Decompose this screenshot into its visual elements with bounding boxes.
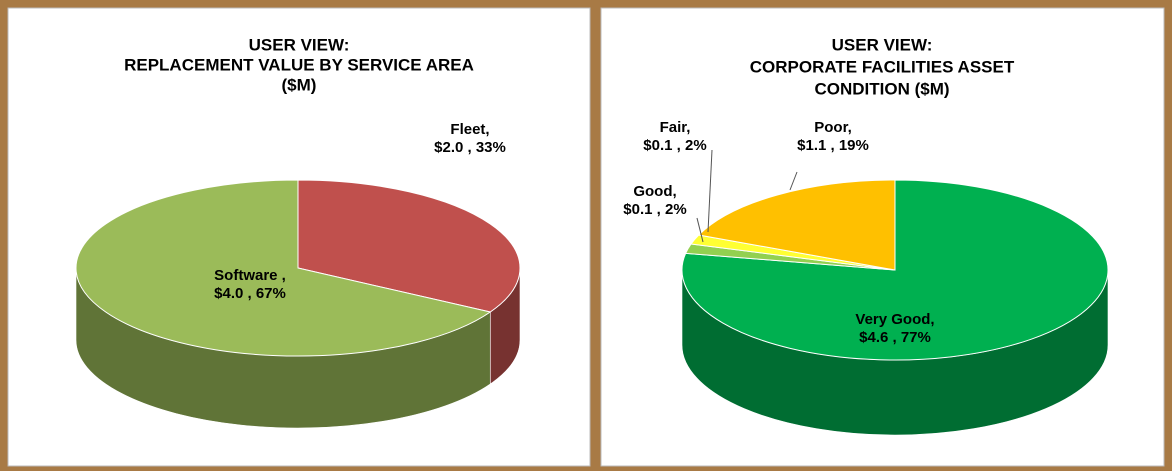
- value-label: $0.1 , 2%: [643, 137, 706, 154]
- pie-slice: [697, 179, 896, 271]
- value-label: $2.0 , 33%: [434, 139, 506, 156]
- chart-title: REPLACEMENT VALUE BY SERVICE AREA: [124, 55, 474, 74]
- value-label: $1.1 , 19%: [797, 137, 869, 154]
- leader-line: [707, 149, 713, 233]
- value-label: $4.0 , 67%: [214, 285, 286, 302]
- category-label: Software ,: [214, 267, 286, 284]
- chart-title: CONDITION ($M): [814, 79, 949, 98]
- pie-slice: [297, 179, 521, 313]
- category-label: Very Good,: [855, 311, 934, 328]
- category-label: Good,: [633, 183, 676, 200]
- leader-line: [789, 171, 798, 191]
- chart-title: USER VIEW:: [249, 35, 350, 54]
- chart-title: CORPORATE FACILITIES ASSET: [750, 57, 1015, 76]
- pie-slice: [75, 179, 492, 357]
- value-label: $4.6 , 77%: [859, 329, 931, 346]
- pie-slice: [681, 179, 1109, 361]
- chart-title: USER VIEW:: [832, 35, 933, 54]
- category-label: Fleet,: [450, 121, 489, 138]
- category-label: Poor,: [814, 119, 852, 136]
- category-label: Fair,: [660, 119, 691, 136]
- value-label: $0.1 , 2%: [623, 201, 686, 218]
- chart-title: ($M): [282, 75, 317, 94]
- leader-line: [696, 217, 704, 243]
